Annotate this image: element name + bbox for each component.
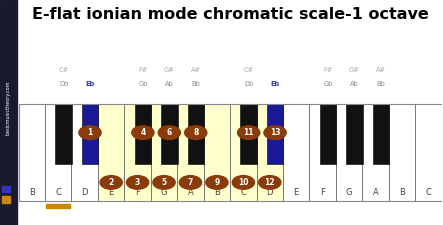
Text: 2: 2	[109, 178, 114, 187]
Text: Gb: Gb	[323, 81, 333, 87]
Bar	[151, 104, 177, 201]
Bar	[310, 104, 336, 201]
Text: 4: 4	[140, 128, 145, 137]
Circle shape	[264, 126, 286, 140]
Text: G: G	[346, 187, 352, 196]
Circle shape	[206, 176, 228, 189]
Text: 10: 10	[238, 178, 249, 187]
Text: 11: 11	[243, 128, 254, 137]
Circle shape	[158, 126, 180, 140]
Text: G#: G#	[164, 67, 175, 73]
Text: F: F	[320, 187, 325, 196]
Bar	[55, 104, 72, 164]
Circle shape	[127, 176, 149, 189]
Text: 1: 1	[87, 128, 93, 137]
Text: E: E	[294, 187, 299, 196]
Circle shape	[100, 176, 122, 189]
Text: D: D	[267, 187, 273, 196]
Circle shape	[132, 126, 154, 140]
Text: F#: F#	[323, 67, 333, 73]
Text: G#: G#	[349, 67, 360, 73]
Bar	[187, 104, 204, 164]
Bar	[161, 104, 178, 164]
Text: F: F	[135, 187, 140, 196]
Text: 13: 13	[270, 128, 280, 137]
Text: Eb: Eb	[271, 81, 280, 87]
Text: Db: Db	[244, 81, 253, 87]
Text: C: C	[55, 187, 61, 196]
Text: C#: C#	[244, 67, 254, 73]
Text: 3: 3	[135, 178, 140, 187]
Bar	[204, 104, 230, 201]
Bar	[389, 104, 415, 201]
Text: Bb: Bb	[191, 81, 200, 87]
Text: B: B	[399, 187, 405, 196]
Circle shape	[185, 126, 207, 140]
Text: C#: C#	[58, 67, 69, 73]
Bar	[283, 104, 310, 201]
Bar	[98, 104, 124, 201]
Text: Bb: Bb	[377, 81, 385, 87]
Text: basicmusictheory.com: basicmusictheory.com	[6, 81, 11, 135]
Bar	[241, 104, 257, 164]
Bar	[336, 104, 362, 201]
Text: B: B	[29, 187, 35, 196]
Bar	[71, 104, 98, 201]
Text: Ab: Ab	[350, 81, 359, 87]
Circle shape	[237, 126, 260, 140]
Bar	[45, 104, 71, 201]
Bar	[19, 104, 442, 201]
Bar	[267, 104, 283, 164]
Bar	[415, 104, 442, 201]
Text: 9: 9	[214, 178, 220, 187]
Text: C: C	[241, 187, 246, 196]
Text: F#: F#	[138, 67, 148, 73]
Text: B: B	[214, 187, 220, 196]
Bar	[230, 104, 256, 201]
Text: A: A	[373, 187, 378, 196]
Text: A#: A#	[376, 67, 386, 73]
Text: E: E	[109, 187, 114, 196]
Bar	[256, 104, 283, 201]
Circle shape	[259, 176, 281, 189]
Text: A#: A#	[191, 67, 201, 73]
Bar	[362, 104, 389, 201]
Text: E-flat ionian mode chromatic scale-1 octave: E-flat ionian mode chromatic scale-1 oct…	[32, 7, 429, 22]
Circle shape	[153, 176, 175, 189]
Text: G: G	[161, 187, 167, 196]
Bar	[19, 104, 45, 201]
Text: A: A	[187, 187, 193, 196]
Text: 6: 6	[167, 128, 172, 137]
Circle shape	[179, 176, 202, 189]
Text: Ab: Ab	[165, 81, 174, 87]
Text: D: D	[82, 187, 88, 196]
Text: 12: 12	[264, 178, 275, 187]
Text: 8: 8	[193, 128, 198, 137]
Circle shape	[232, 176, 254, 189]
Bar	[373, 104, 389, 164]
Circle shape	[79, 126, 101, 140]
Text: Db: Db	[59, 81, 68, 87]
Text: Gb: Gb	[138, 81, 148, 87]
Bar	[135, 104, 151, 164]
Bar	[177, 104, 204, 201]
Bar	[47, 204, 70, 208]
Text: C: C	[426, 187, 431, 196]
Bar	[320, 104, 336, 164]
Text: Eb: Eb	[85, 81, 94, 87]
Text: 7: 7	[188, 178, 193, 187]
Text: 5: 5	[161, 178, 167, 187]
Bar	[82, 104, 98, 164]
Bar	[346, 104, 363, 164]
Bar	[124, 104, 151, 201]
